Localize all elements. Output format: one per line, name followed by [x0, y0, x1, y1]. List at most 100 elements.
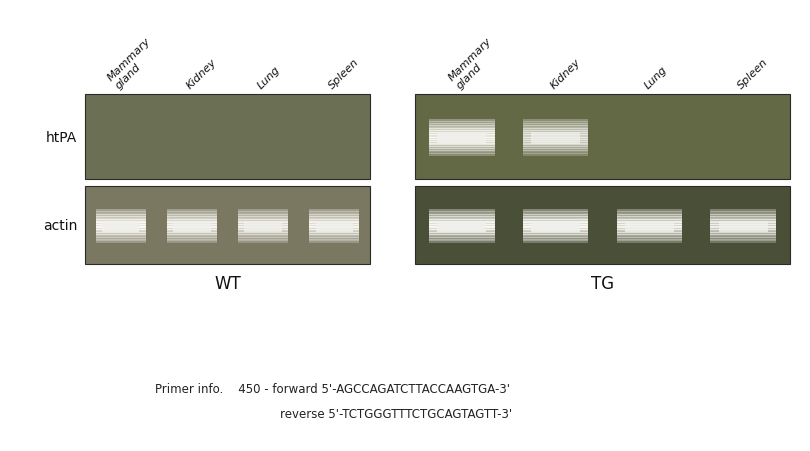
Bar [96, 213, 146, 216]
Bar [309, 238, 360, 240]
Bar [167, 218, 217, 221]
Bar [96, 235, 146, 237]
Bar [96, 210, 146, 212]
Bar [710, 228, 776, 230]
Bar [238, 241, 288, 244]
Bar [429, 138, 495, 141]
Bar [96, 216, 146, 219]
Text: TG: TG [591, 274, 614, 292]
Bar [616, 231, 682, 234]
Bar [167, 221, 217, 224]
Bar [710, 223, 776, 226]
Bar [429, 225, 495, 227]
Bar [238, 230, 288, 232]
Bar [309, 213, 360, 216]
Bar [309, 221, 360, 224]
Bar [710, 241, 776, 244]
Text: WT: WT [214, 274, 241, 292]
Bar [429, 239, 495, 242]
Bar [167, 216, 217, 219]
Bar [238, 225, 288, 227]
Bar [616, 230, 682, 232]
Bar [167, 231, 217, 234]
Bar [429, 233, 495, 235]
Bar [616, 225, 682, 227]
Bar [429, 210, 495, 212]
Text: Spleen: Spleen [327, 57, 361, 91]
Bar [437, 221, 487, 233]
Bar [616, 216, 682, 219]
Bar [238, 228, 288, 230]
Bar [167, 230, 217, 232]
Bar [522, 212, 588, 214]
Bar [710, 220, 776, 222]
Bar [429, 238, 495, 240]
Bar [167, 220, 217, 222]
Bar [167, 226, 217, 229]
Bar [522, 238, 588, 240]
Bar [616, 215, 682, 217]
Bar [616, 210, 682, 212]
Bar [167, 236, 217, 239]
Bar [309, 220, 360, 222]
Bar [429, 147, 495, 150]
Bar [309, 212, 360, 214]
Bar [710, 239, 776, 242]
Bar [522, 134, 588, 137]
Bar [522, 140, 588, 143]
Bar [710, 213, 776, 216]
Bar [415, 95, 790, 179]
Bar [429, 220, 495, 222]
Bar [309, 235, 360, 237]
Bar [96, 231, 146, 234]
Bar [710, 212, 776, 214]
Bar [429, 223, 495, 226]
Bar [96, 230, 146, 232]
Bar [522, 143, 588, 146]
Bar [96, 215, 146, 217]
Bar [167, 210, 217, 212]
Bar [429, 142, 495, 144]
Bar [522, 220, 588, 222]
Bar [710, 226, 776, 229]
Bar [96, 226, 146, 229]
Bar [167, 235, 217, 237]
Bar [309, 226, 360, 229]
Bar [167, 239, 217, 242]
Bar [522, 221, 588, 224]
Bar [531, 133, 580, 145]
Bar [429, 136, 495, 139]
Bar [429, 241, 495, 244]
Bar [429, 236, 495, 239]
Bar [522, 239, 588, 242]
Bar [437, 133, 487, 145]
Bar [710, 238, 776, 240]
Bar [245, 221, 282, 233]
Bar [616, 213, 682, 216]
Bar [96, 239, 146, 242]
Bar [710, 231, 776, 234]
Bar [429, 143, 495, 146]
Bar [167, 225, 217, 227]
Bar [522, 142, 588, 144]
Bar [238, 212, 288, 214]
Bar [429, 216, 495, 219]
Bar [316, 221, 353, 233]
Bar [238, 231, 288, 234]
Bar [522, 120, 588, 123]
Bar [522, 133, 588, 135]
Bar [429, 151, 495, 153]
Bar [616, 233, 682, 235]
Bar [429, 127, 495, 130]
Bar [429, 140, 495, 143]
Bar [167, 213, 217, 216]
Bar [522, 230, 588, 232]
Bar [522, 226, 588, 229]
Text: Kidney: Kidney [548, 57, 582, 91]
Bar [85, 95, 370, 179]
Bar [309, 241, 360, 244]
Bar [96, 233, 146, 235]
Bar [616, 226, 682, 229]
Bar [710, 210, 776, 212]
Bar [309, 233, 360, 235]
